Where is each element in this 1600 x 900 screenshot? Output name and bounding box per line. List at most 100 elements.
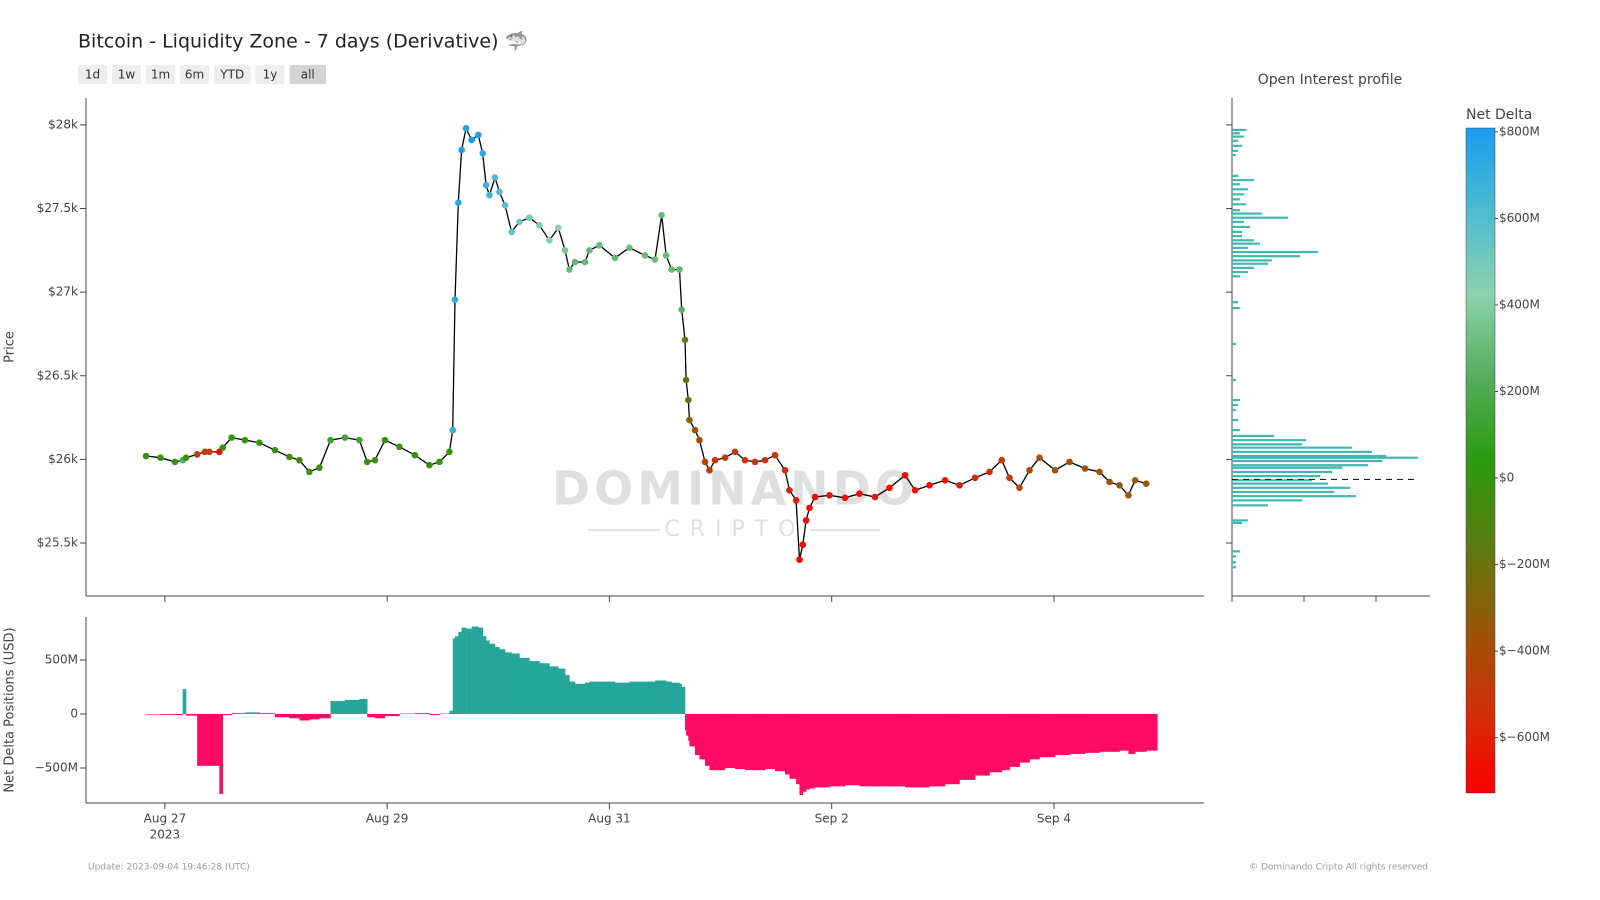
price-point (1026, 466, 1033, 474)
price-point (396, 443, 403, 451)
net-delta-bar (666, 681, 672, 714)
price-point (911, 487, 919, 494)
price-point (256, 439, 263, 446)
price-point (796, 556, 803, 564)
net-delta-bar (859, 713, 876, 787)
price-point (411, 451, 419, 459)
range-button[interactable] (112, 65, 141, 84)
oi-bar (1232, 443, 1303, 446)
x-tick-label: Sep 4 (1037, 812, 1071, 826)
price-point (157, 454, 164, 462)
net-delta-bar (461, 627, 467, 714)
net-delta-bar (689, 713, 696, 747)
price-point (561, 247, 569, 254)
y-tick-label: $27.5k (37, 201, 78, 215)
price-point (241, 436, 249, 444)
oi-bar (1232, 446, 1352, 449)
price-point (799, 541, 807, 548)
oi-bar (1232, 230, 1243, 234)
net-delta-bar (259, 712, 276, 714)
price-point (486, 191, 493, 199)
range-button[interactable] (255, 65, 285, 84)
range-button[interactable] (78, 65, 107, 84)
net-delta-bar (889, 713, 906, 787)
oi-bar (1232, 342, 1236, 346)
net-delta-bar (519, 657, 530, 714)
y-tick-label: $28k (48, 117, 78, 131)
net-delta-bar (661, 680, 667, 714)
net-delta-bar (452, 638, 456, 714)
oi-bar (1232, 499, 1303, 502)
x-tick-label: Aug 27 (144, 812, 187, 826)
y-tick-label: $27k (48, 285, 78, 299)
net-delta-bar (231, 712, 246, 714)
net-delta-bar (511, 653, 520, 714)
net-delta-bar (539, 663, 550, 714)
net-delta-bar (204, 713, 210, 766)
oi-bar (1232, 225, 1250, 229)
net-delta-bar (454, 636, 459, 714)
net-delta-bar (1001, 713, 1010, 771)
price-point (449, 426, 457, 434)
price-point (676, 266, 683, 273)
net-delta-bar (309, 713, 320, 720)
price-point (451, 296, 459, 303)
net-delta-bar (478, 627, 484, 714)
net-delta-bar (174, 713, 183, 716)
price-point (1142, 480, 1150, 487)
oi-bar (1232, 139, 1239, 142)
price-point (327, 436, 334, 444)
price-point (681, 336, 689, 344)
net-delta-bar (829, 713, 846, 787)
oi-bar (1232, 188, 1248, 191)
price-point (986, 468, 993, 476)
net-delta-bar (569, 681, 576, 714)
price-point (711, 456, 719, 464)
colorbar-tick-label: $600M (1499, 211, 1540, 225)
y-tick-label: $25.5k (37, 535, 78, 549)
oi-bar (1232, 398, 1240, 402)
range-button[interactable] (214, 65, 251, 84)
oi-bar (1232, 306, 1240, 310)
net-delta-bar (679, 683, 682, 714)
price-point (956, 481, 963, 489)
range-button[interactable] (146, 65, 175, 84)
price-point (296, 456, 303, 464)
net-delta-bar (1146, 713, 1158, 751)
net-delta-bar (449, 710, 454, 714)
net-delta-bar (574, 683, 586, 714)
net-delta-bar (725, 713, 736, 769)
oi-bar (1232, 495, 1356, 498)
price-point (496, 188, 503, 196)
net-delta-bar (1055, 713, 1070, 756)
net-delta-bar (809, 713, 816, 789)
colorbar-tick-label: $400M (1499, 297, 1540, 311)
net-delta-bar (945, 713, 960, 785)
net-delta-bar (529, 661, 540, 714)
oi-bar (1232, 519, 1248, 522)
price-point (701, 458, 709, 466)
price-point (721, 454, 729, 462)
range-button-label: 6m (185, 68, 204, 82)
net-delta-bar (845, 713, 860, 786)
price-point (356, 436, 363, 444)
net-delta-bar (686, 713, 689, 736)
net-delta-bar (486, 640, 490, 714)
price-point (142, 452, 150, 460)
net-delta-bar (699, 713, 706, 760)
price-point (508, 228, 515, 236)
oi-bar (1232, 408, 1236, 412)
net-delta-bar (796, 713, 800, 785)
oi-bar (1232, 378, 1236, 382)
range-button[interactable] (289, 65, 327, 84)
price-point (971, 474, 979, 482)
net-delta-bar (289, 713, 300, 719)
oi-bar (1232, 149, 1239, 152)
range-button[interactable] (180, 65, 209, 84)
price-point (286, 453, 293, 461)
x-tick-label: Sep 2 (815, 812, 849, 826)
price-point (792, 497, 800, 504)
net-delta-bar (274, 713, 290, 718)
net-delta-bar (975, 713, 990, 776)
price-point (341, 434, 349, 441)
